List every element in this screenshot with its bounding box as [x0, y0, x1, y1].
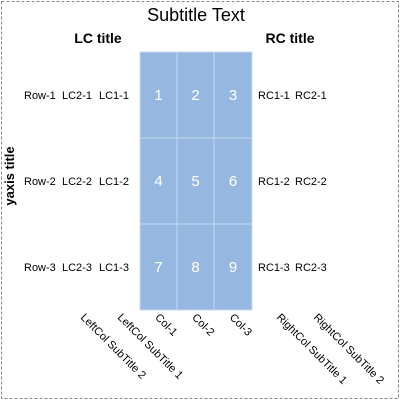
- cell-value: 3: [229, 87, 237, 104]
- right-col-subtitle: RightCol SubTitle 1: [274, 312, 349, 387]
- left-col-subtitle: LeftCol SubTitle 2: [78, 312, 148, 382]
- cell-2-3: [213, 137, 253, 225]
- left-col-value: LC1-2: [99, 176, 129, 188]
- right-col-value: RC2-1: [295, 90, 327, 102]
- right-col-value: RC2-3: [295, 262, 327, 274]
- left-col-value: LC2-1: [62, 90, 92, 102]
- left-col-value: LC2-3: [62, 262, 92, 274]
- cell-value: 8: [191, 259, 199, 276]
- chart-subtitle: Subtitle Text: [147, 5, 245, 25]
- left-col-value: LC1-3: [99, 262, 129, 274]
- right-col-value: RC2-2: [295, 176, 327, 188]
- right-column-title: RC title: [266, 30, 315, 46]
- left-column-title: LC title: [74, 30, 122, 46]
- cell-value: 4: [154, 173, 162, 190]
- column-label: Col-1: [152, 312, 179, 339]
- column-label: Col-3: [227, 312, 254, 339]
- row-label: Row-2: [24, 176, 56, 188]
- left-col-value: LC2-2: [62, 176, 92, 188]
- cell-3-2: [176, 223, 215, 311]
- right-col-value: RC1-1: [258, 90, 290, 102]
- right-col-value: RC1-3: [258, 262, 290, 274]
- row-label: Row-1: [24, 90, 56, 102]
- cell-value: 1: [154, 87, 162, 104]
- cells-layer: [139, 51, 253, 311]
- left-col-subtitle: LeftCol SubTitle 1: [115, 312, 185, 382]
- cell-value: 2: [191, 87, 199, 104]
- cell-value: 6: [229, 173, 237, 190]
- cell-value: 5: [191, 173, 199, 190]
- column-label: Col-2: [189, 312, 216, 339]
- cell-value: 9: [229, 259, 237, 276]
- left-col-value: LC1-1: [99, 90, 129, 102]
- cell-3-1: [139, 223, 178, 311]
- y-axis-title: yaxis title: [2, 146, 17, 205]
- right-col-value: RC1-2: [258, 176, 290, 188]
- cell-1-2: [176, 51, 215, 139]
- cell-3-3: [213, 223, 253, 311]
- right-col-subtitle: RightCol SubTitle 2: [311, 312, 386, 387]
- cell-value: 7: [154, 259, 162, 276]
- row-label: Row-3: [24, 262, 56, 274]
- cell-1-1: [139, 51, 178, 139]
